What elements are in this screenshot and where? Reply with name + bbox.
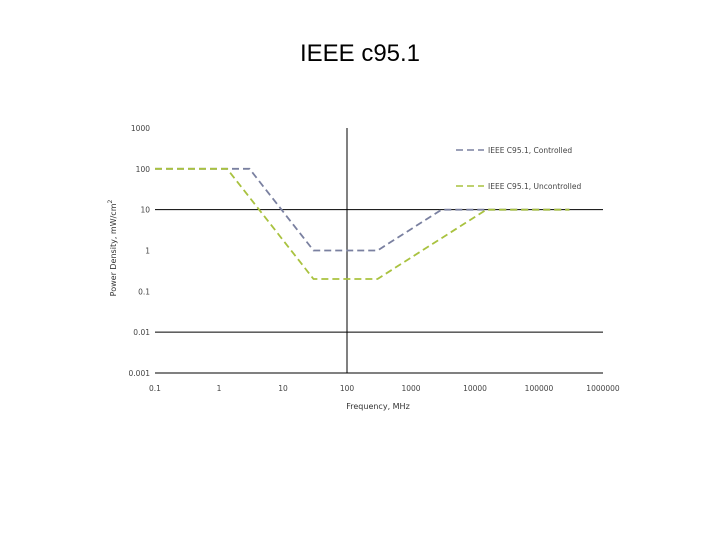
x-tick-labels: 0.1 1 10 100 1000 10000 100000 1000000 <box>149 384 620 393</box>
y-axis-title-superscript: 2 <box>107 200 114 204</box>
y-tick-label: 100 <box>136 165 151 174</box>
grid-lines <box>155 209 603 374</box>
x-tick-label: 100 <box>340 384 355 393</box>
legend: IEEE C95.1, Controlled IEEE C95.1, Uncont… <box>456 146 581 191</box>
slide-title: IEEE c95.1 <box>299 40 421 67</box>
y-tick-label: 1 <box>145 247 150 256</box>
y-axis-title: Power Density, mW/cm2 <box>107 200 118 297</box>
legend-label: IEEE C95.1, Controlled <box>488 146 572 155</box>
x-tick-label: 1 <box>217 384 222 393</box>
series-line-controlled <box>155 167 570 252</box>
svg-text:Power Density, mW/cm2: Power Density, mW/cm2 <box>107 200 118 297</box>
series-lines <box>155 167 570 280</box>
y-axis-title-text: Power Density, mW/cm <box>109 203 118 296</box>
x-tick-label: 0.1 <box>149 384 161 393</box>
y-tick-label: 10 <box>140 206 150 215</box>
x-tick-label: 10 <box>278 384 288 393</box>
x-tick-label: 1000000 <box>586 384 620 393</box>
y-tick-label: 0.1 <box>138 287 150 296</box>
x-axis-title: Frequency, MHz <box>346 402 410 411</box>
y-tick-label: 0.001 <box>129 369 151 378</box>
series-line-uncontrolled <box>155 167 570 280</box>
legend-label: IEEE C95.1, Uncontrolled <box>488 182 581 191</box>
x-tick-label: 10000 <box>463 384 487 393</box>
x-tick-label: 1000 <box>401 384 420 393</box>
y-tick-labels: 1000 100 10 1 0.1 0.01 0.001 <box>129 124 151 378</box>
x-tick-label: 100000 <box>525 384 554 393</box>
y-tick-label: 1000 <box>131 124 150 133</box>
y-tick-label: 0.01 <box>133 328 150 337</box>
